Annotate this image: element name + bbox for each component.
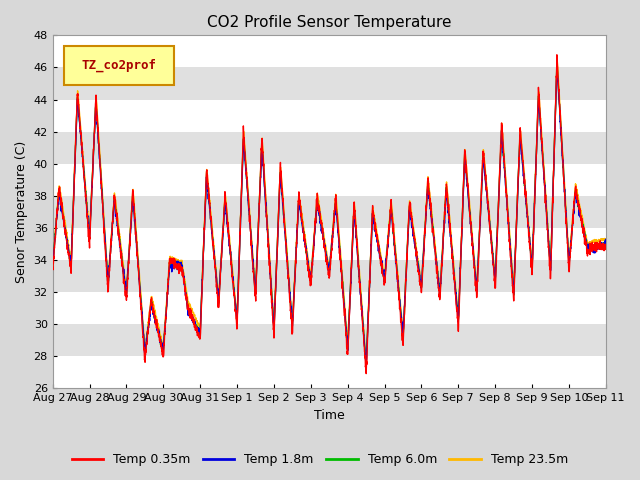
X-axis label: Time: Time (314, 409, 344, 422)
Bar (52, 36, 605, 67)
Bar (52, 67, 605, 99)
Bar (52, 260, 605, 292)
Bar (52, 196, 605, 228)
Bar (52, 99, 605, 132)
Title: CO2 Profile Sensor Temperature: CO2 Profile Sensor Temperature (207, 15, 451, 30)
FancyBboxPatch shape (64, 46, 174, 85)
Bar (52, 132, 605, 164)
Bar (52, 164, 605, 196)
Bar (52, 356, 605, 388)
Text: TZ_co2prof: TZ_co2prof (81, 59, 157, 72)
Y-axis label: Senor Temperature (C): Senor Temperature (C) (15, 141, 28, 283)
Bar (52, 324, 605, 356)
Legend: Temp 0.35m, Temp 1.8m, Temp 6.0m, Temp 23.5m: Temp 0.35m, Temp 1.8m, Temp 6.0m, Temp 2… (67, 448, 573, 471)
Bar (52, 228, 605, 260)
Bar (52, 292, 605, 324)
